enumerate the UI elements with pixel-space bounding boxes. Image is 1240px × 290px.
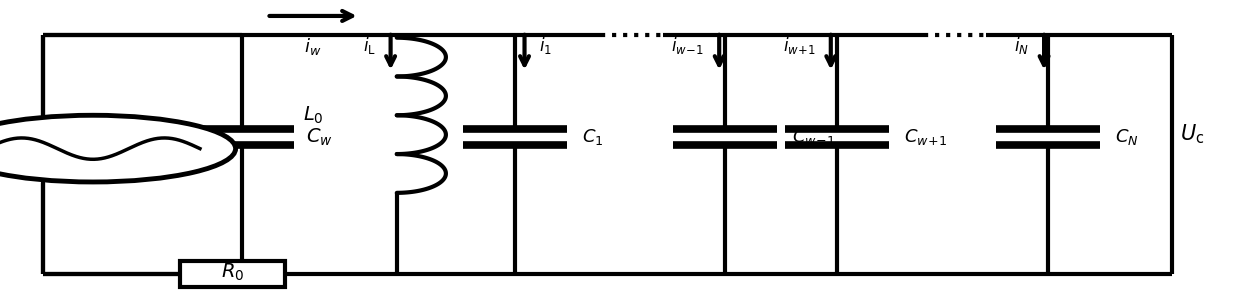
Text: $i_{\rm L}$: $i_{\rm L}$ [363, 35, 376, 56]
Text: $C_N$: $C_N$ [1115, 127, 1138, 147]
Text: $C_1$: $C_1$ [582, 127, 603, 147]
Text: $C_{w\!-\!1}$: $C_{w\!-\!1}$ [792, 127, 836, 147]
Text: $i_{w\!+\!1}$: $i_{w\!+\!1}$ [782, 35, 816, 56]
Text: $R_0$: $R_0$ [221, 262, 244, 283]
Text: $i_{w\!-\!1}$: $i_{w\!-\!1}$ [671, 35, 704, 56]
Circle shape [0, 115, 236, 182]
Text: $U_{\rm c}$: $U_{\rm c}$ [1180, 122, 1205, 146]
Text: $C_w$: $C_w$ [306, 126, 334, 148]
Text: $i_1$: $i_1$ [539, 35, 552, 56]
Text: $i_N$: $i_N$ [1014, 35, 1029, 56]
Text: $i_w$: $i_w$ [305, 36, 321, 57]
Text: $L_0$: $L_0$ [303, 105, 324, 126]
FancyBboxPatch shape [180, 261, 285, 287]
Text: $C_{w\!+\!1}$: $C_{w\!+\!1}$ [904, 127, 947, 147]
